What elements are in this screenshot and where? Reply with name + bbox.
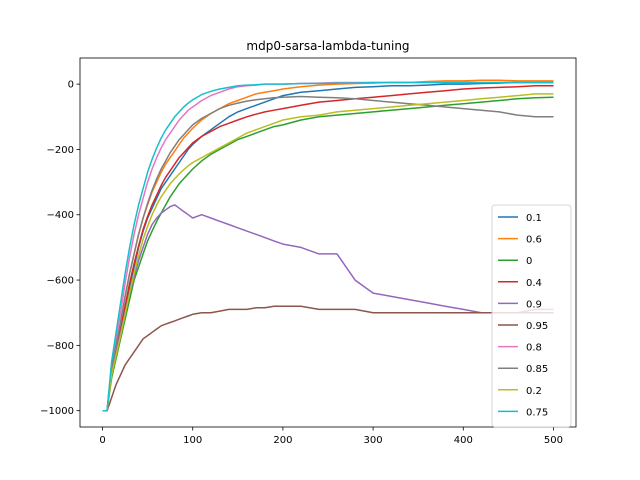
- legend-label: 0: [526, 256, 532, 267]
- series-lines: [102, 79, 554, 412]
- x-tick-label: 100: [183, 435, 202, 446]
- series-line-0: [102, 96, 554, 412]
- y-tick-label: −200: [47, 145, 74, 156]
- plot-frame: [79, 57, 577, 428]
- legend-label: 0.75: [526, 407, 548, 418]
- legend-label: 0.1: [526, 213, 542, 224]
- series-line-0-4: [102, 85, 554, 412]
- legend-label: 0.2: [526, 386, 542, 397]
- x-tick-label: 200: [273, 435, 292, 446]
- y-axis: −1000 −800 −600 −400 −200 0: [40, 80, 80, 417]
- legend-label: 0.6: [526, 235, 542, 246]
- legend-label: 0.8: [526, 343, 542, 354]
- legend: 0.1 0.6 0 0.4 0.9 0.95 0.8 0.85 0.2 0.75: [491, 204, 572, 428]
- x-tick-label: 400: [454, 435, 473, 446]
- y-tick-label: −1000: [40, 406, 74, 417]
- y-tick-label: −800: [47, 341, 74, 352]
- legend-label: 0.9: [526, 299, 542, 310]
- plot-area: [79, 57, 577, 428]
- x-tick-label: 500: [544, 435, 563, 446]
- series-line-0-75: [102, 81, 554, 412]
- legend-label: 0.95: [526, 321, 548, 332]
- series-line-0-95: [102, 305, 554, 412]
- series-line-0-9: [102, 204, 554, 412]
- series-line-0-2: [102, 93, 554, 412]
- legend-label: 0.4: [526, 278, 542, 289]
- chart-title: mdp0-sarsa-lambda-tuning: [246, 39, 409, 53]
- legend-label: 0.85: [526, 364, 548, 375]
- y-tick-label: 0: [68, 80, 74, 91]
- y-tick-label: −400: [47, 210, 74, 221]
- x-axis: 0 100 200 300 400 500: [99, 427, 563, 446]
- y-tick-label: −600: [47, 276, 74, 287]
- x-tick-label: 300: [364, 435, 383, 446]
- x-tick-label: 0: [99, 435, 105, 446]
